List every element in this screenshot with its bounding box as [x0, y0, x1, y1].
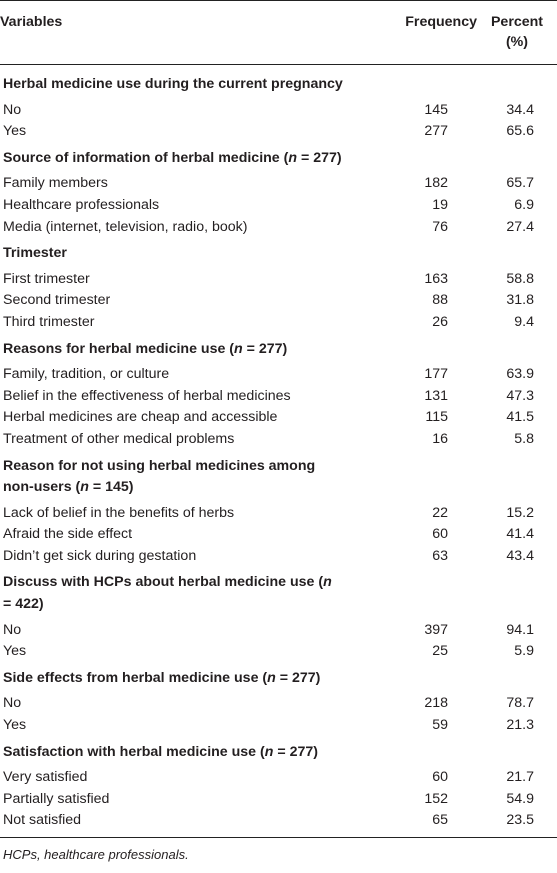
table-row: Healthcare professionals 19 6.9 [3, 196, 534, 213]
header-percent: Percent (%) [477, 0, 557, 65]
section-header: Discuss with HCPs about herbal medicine … [3, 574, 332, 613]
section-header: Reasons for herbal medicine use (n = 277… [3, 340, 288, 357]
table-row: No 218 78.7 [3, 695, 534, 712]
section-header: Reason for not using herbal medicines am… [3, 457, 316, 496]
section-header: Side effects from herbal medicine use (n… [3, 669, 321, 686]
table-row: Media (internet, television, radio, book… [3, 218, 534, 235]
header-row: Variables Frequency Percent (%) [0, 0, 557, 65]
table-row: Second trimester 88 31.8 [3, 292, 534, 309]
table-row: No 145 34.4 [3, 101, 534, 118]
table-row: Didn’t get sick during gestation 63 43.4 [3, 547, 534, 564]
table-row: Third trimester 26 9.4 [3, 313, 534, 330]
header-frequency: Frequency [385, 0, 477, 65]
table-footnote: HCPs, healthcare professionals. [3, 847, 189, 862]
table-row: Very satisfied 60 21.7 [3, 769, 534, 786]
table-row: Yes 277 65.6 [3, 123, 534, 140]
table-row: Yes 25 5.9 [3, 643, 534, 660]
table-row: Yes 59 21.3 [3, 717, 534, 734]
section-header: Source of information of herbal medicine… [3, 149, 342, 166]
table-row: Belief in the effectiveness of herbal me… [3, 387, 534, 404]
table-row: Family members 182 65.7 [3, 175, 534, 192]
section-header: Trimester [3, 245, 67, 262]
table-row: Herbal medicines are cheap and accessibl… [3, 409, 534, 426]
table-row: Partially satisfied 152 54.9 [3, 790, 534, 807]
table-row: Lack of belief in the benefits of herbs 2… [3, 504, 534, 521]
table-row: First trimester 163 58.8 [3, 270, 534, 287]
header-variables: Variables [0, 0, 385, 65]
section-header: Herbal medicine use during the current p… [3, 76, 343, 92]
table-row: Afraid the side effect 60 41.4 [3, 526, 534, 543]
table-row: Treatment of other medical problems 16 5.8 [3, 430, 534, 447]
table-row: Not satisfied 65 23.5 [0, 810, 557, 839]
table-row: No 397 94.1 [3, 621, 534, 638]
data-table: Variables Frequency Percent (%) Herbal me… [0, 0, 557, 839]
section-header: Satisfaction with herbal medicine use (n… [3, 743, 318, 760]
table-row: Family, tradition, or culture 177 63.9 [3, 366, 534, 383]
